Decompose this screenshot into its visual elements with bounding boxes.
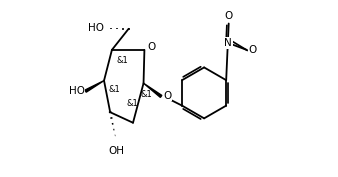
Text: O: O (163, 91, 172, 101)
Text: &1: &1 (116, 56, 128, 65)
Text: &1: &1 (127, 99, 139, 108)
Polygon shape (144, 83, 162, 97)
Text: &1: &1 (141, 90, 153, 99)
Text: O: O (148, 42, 156, 52)
Polygon shape (85, 81, 104, 92)
Text: N: N (224, 38, 232, 48)
Text: HO: HO (88, 23, 104, 33)
Text: OH: OH (108, 145, 124, 156)
Text: HO: HO (69, 86, 84, 96)
Text: O: O (249, 45, 257, 55)
Text: O: O (224, 11, 233, 21)
Text: &1: &1 (108, 85, 120, 94)
